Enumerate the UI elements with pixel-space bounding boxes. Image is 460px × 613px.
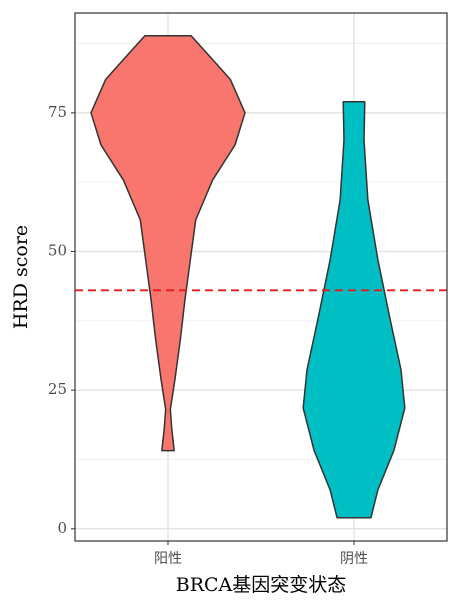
x-axis-title: BRCA基因突变状态 xyxy=(176,574,347,596)
violin xyxy=(90,34,246,452)
y-tick-label: 0 xyxy=(57,519,67,537)
panel-border xyxy=(74,12,448,542)
y-tick-label: 50 xyxy=(48,241,67,259)
violin xyxy=(302,100,406,519)
y-axis-title: HRD score xyxy=(10,225,32,329)
x-tick-label: 阴性 xyxy=(340,551,368,567)
y-tick-label: 75 xyxy=(48,103,67,121)
y-tick-label: 25 xyxy=(48,380,67,398)
x-tick-label: 阳性 xyxy=(154,551,182,567)
